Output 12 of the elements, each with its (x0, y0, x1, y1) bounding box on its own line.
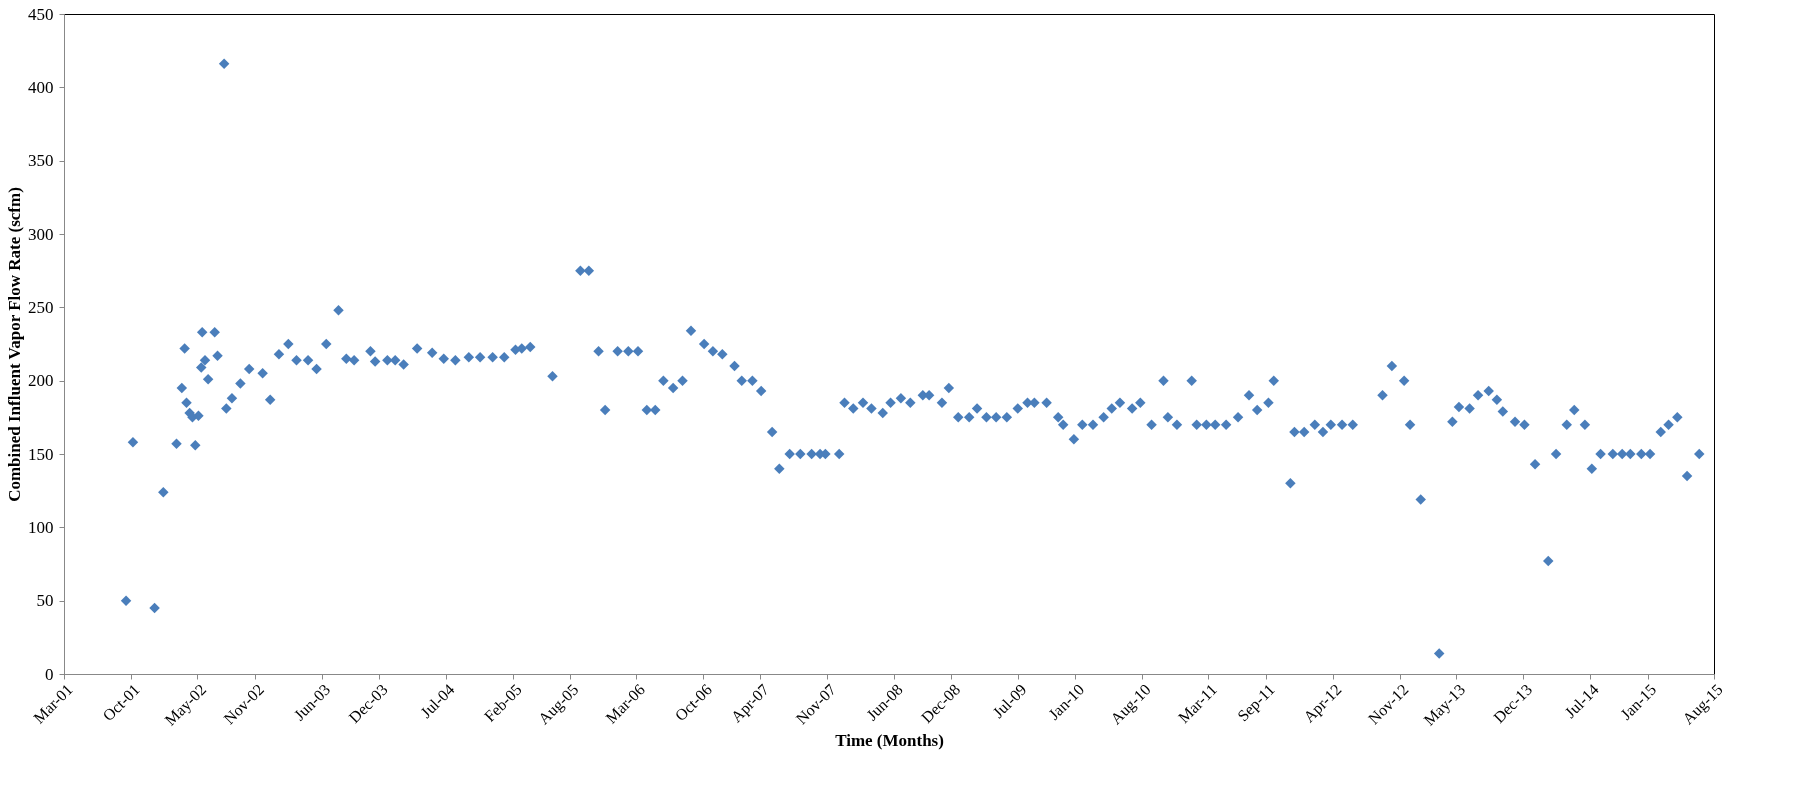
y-tick-label: 300 (28, 224, 54, 244)
y-tick-label: 200 (28, 371, 54, 391)
x-axis-title: Time (Months) (835, 730, 944, 750)
y-tick-label: 100 (28, 517, 54, 537)
y-tick-label: 350 (28, 151, 54, 171)
y-tick-label: 400 (28, 77, 54, 97)
y-tick-label: 0 (45, 664, 54, 684)
y-tick-label: 250 (28, 297, 54, 317)
y-tick-label: 150 (28, 444, 54, 464)
y-axis-title: Combined Influent Vapor Flow Rate (scfm) (5, 187, 24, 502)
y-tick-label: 50 (36, 591, 54, 611)
y-tick-label: 450 (28, 4, 54, 24)
